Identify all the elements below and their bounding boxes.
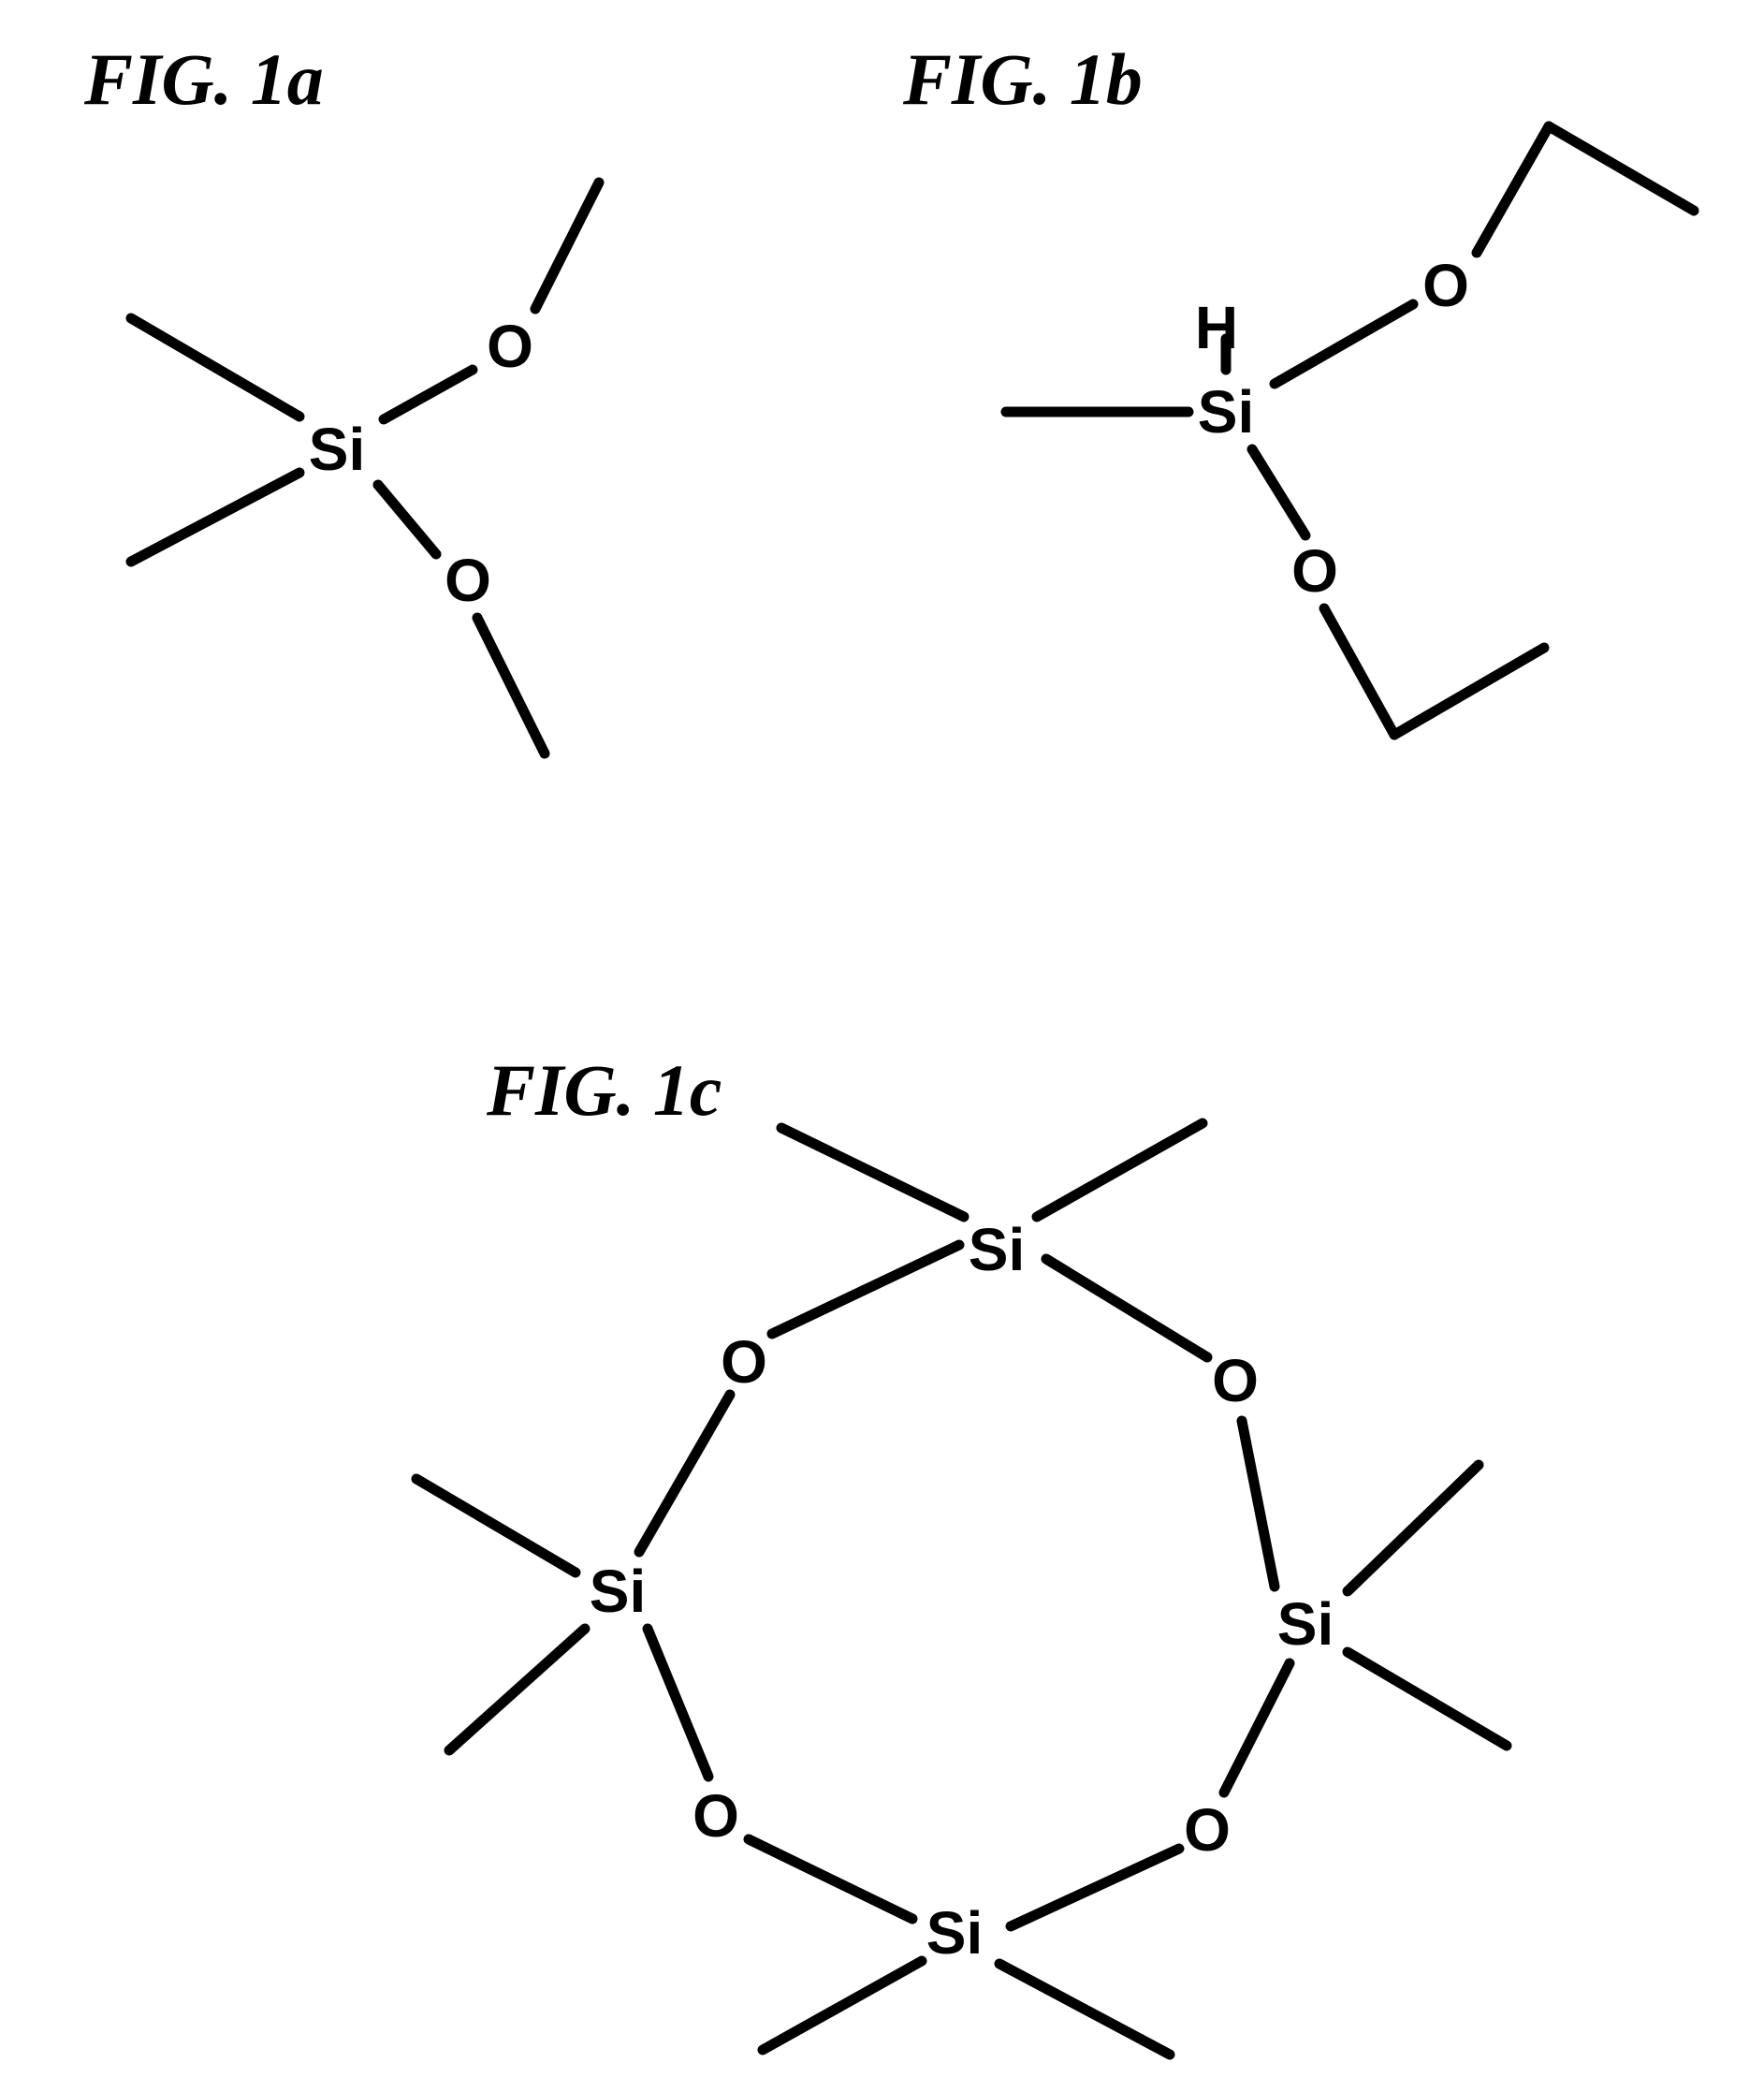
bond xyxy=(1011,1849,1179,1926)
atom-si: Si xyxy=(1198,378,1254,446)
bond xyxy=(781,1128,964,1217)
bond xyxy=(999,1964,1170,2055)
bond xyxy=(384,370,473,419)
atom-o: O xyxy=(721,1328,767,1396)
bond xyxy=(535,183,599,309)
atom-o: O xyxy=(445,547,491,614)
bond xyxy=(1348,1465,1479,1591)
atom-si: Si xyxy=(969,1216,1025,1283)
bond xyxy=(416,1479,576,1573)
figure-canvas: FIG. 1a FIG. 1b FIG. 1c SiOOSiHOOSiOOSiS… xyxy=(0,0,1764,2092)
atom-h: H xyxy=(1195,294,1238,361)
bond xyxy=(449,1629,585,1750)
atom-o: O xyxy=(1422,252,1469,319)
bond xyxy=(772,1245,959,1334)
atom-o: O xyxy=(1212,1347,1259,1414)
bond xyxy=(763,1961,922,2050)
bond xyxy=(639,1395,730,1552)
bond xyxy=(477,618,545,753)
bond xyxy=(648,1629,708,1777)
bond xyxy=(131,473,299,562)
atom-si: Si xyxy=(1277,1590,1334,1658)
bond xyxy=(749,1839,912,1919)
atom-si: Si xyxy=(309,416,365,483)
bond xyxy=(131,318,299,417)
bond xyxy=(1394,648,1544,735)
bond xyxy=(1046,1259,1207,1357)
atom-o: O xyxy=(692,1782,739,1850)
bond xyxy=(1037,1123,1203,1217)
atom-o: O xyxy=(1291,537,1338,605)
bond xyxy=(1242,1421,1275,1587)
bond xyxy=(1252,449,1305,535)
atom-si: Si xyxy=(926,1899,983,1967)
bond xyxy=(1348,1652,1507,1746)
structures-svg: Si O O Si H O O Si O O Si Si O O Si xyxy=(0,0,1764,2092)
atom-si: Si xyxy=(590,1558,646,1625)
bond xyxy=(378,485,436,554)
bond xyxy=(1224,1663,1290,1792)
bond xyxy=(1275,304,1413,384)
atom-o: O xyxy=(487,313,533,380)
bond xyxy=(1324,608,1394,735)
bond xyxy=(1549,126,1694,211)
atom-o: O xyxy=(1184,1796,1231,1864)
bond xyxy=(1477,126,1549,253)
